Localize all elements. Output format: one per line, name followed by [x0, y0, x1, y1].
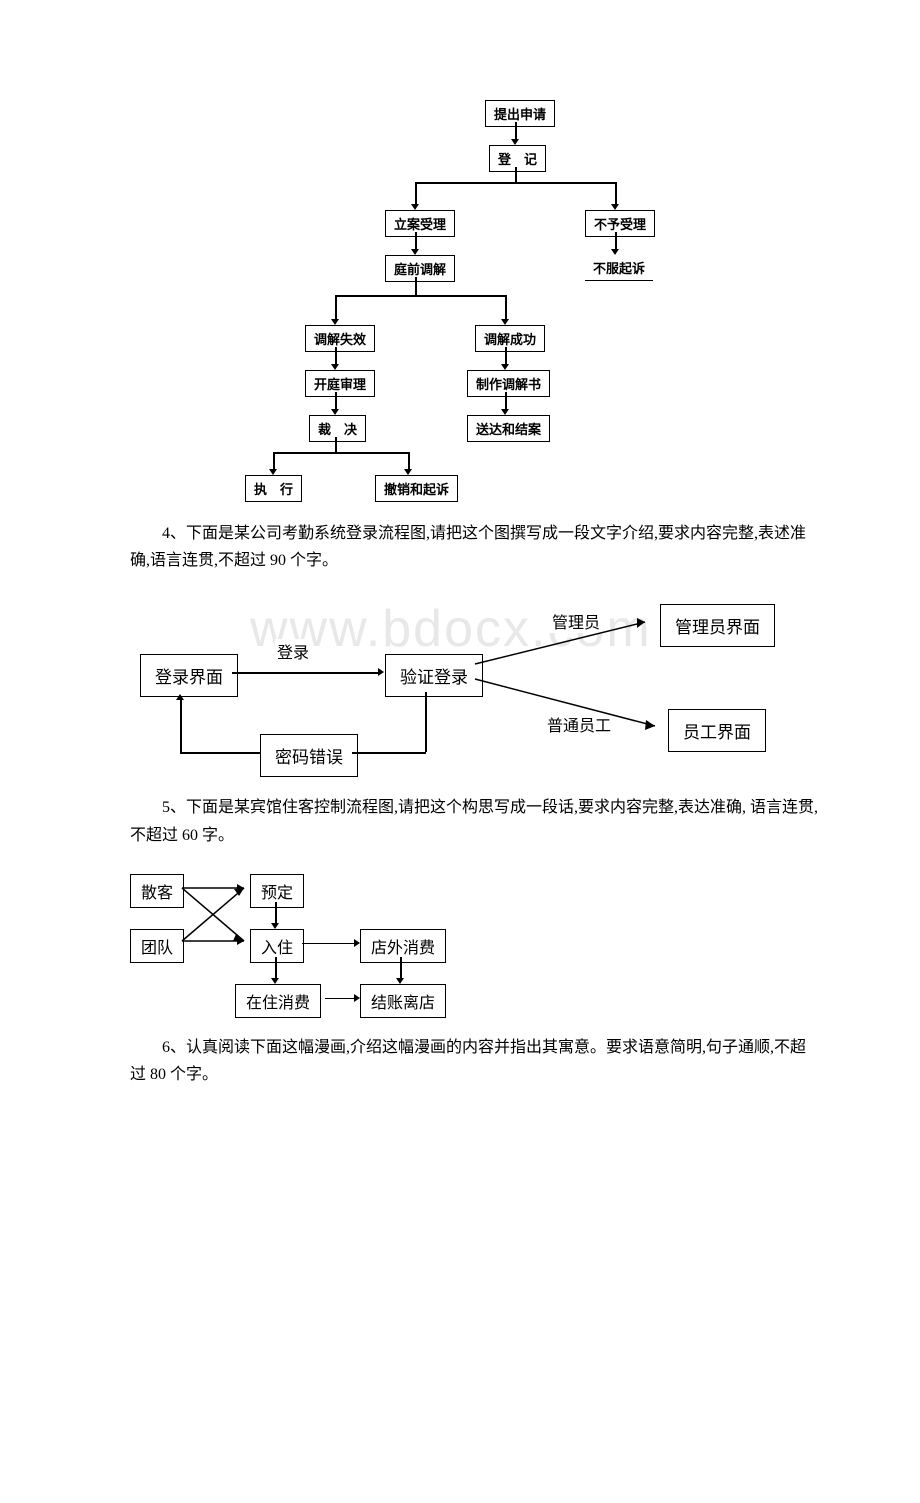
question-6: 6、认真阅读下面这幅漫画,介绍这幅漫画的内容并指出其寓意。要求语意简明,句子通顺…: [130, 1034, 820, 1088]
node-waixiao: 店外消费: [360, 929, 446, 963]
node-verdict: 裁 决: [309, 415, 366, 442]
node-pwd-err: 密码错误: [260, 734, 358, 777]
node-tuandui: 团队: [130, 929, 184, 963]
node-deliver: 送达和结案: [467, 415, 550, 442]
flowchart-lawsuit: 提出申请 登 记 立案受理 不予受理 庭前调解 不服起诉 调解失效 调解成功 开…: [235, 100, 715, 500]
node-sanke: 散客: [130, 874, 184, 908]
node-zaixiao: 在住消费: [235, 984, 321, 1018]
node-accept: 立案受理: [385, 210, 455, 237]
label-login: 登录: [275, 639, 311, 663]
question-5: 5、下面是某宾馆住客控制流程图,请把这个构思写成一段话,要求内容完整,表达准确,…: [130, 794, 820, 848]
node-ruzhu: 入住: [250, 929, 304, 963]
node-pretrial: 庭前调解: [385, 255, 455, 282]
node-success: 调解成功: [475, 325, 545, 352]
node-jiezhang: 结账离店: [360, 984, 446, 1018]
edge-verify-admin: [475, 614, 665, 674]
flowchart-hotel: 散客 预定 团队 入住 店外消费 在住消费 结账离店: [130, 874, 550, 1014]
question-4: 4、下面是某公司考勤系统登录流程图,请把这个图撰写成一段文字介绍,要求内容完整,…: [130, 520, 820, 574]
node-login-ui: 登录界面: [140, 654, 238, 697]
node-docs: 制作调解书: [467, 370, 550, 397]
node-submit: 提出申请: [485, 100, 555, 127]
node-admin-ui: 管理员界面: [660, 604, 775, 647]
node-revoke: 撤销和起诉: [375, 475, 458, 502]
page-body: 提出申请 登 记 立案受理 不予受理 庭前调解 不服起诉 调解失效 调解成功 开…: [0, 0, 920, 1503]
node-reject: 不予受理: [585, 210, 655, 237]
node-register: 登 记: [489, 145, 546, 172]
node-sue: 不服起诉: [585, 255, 653, 281]
node-exec: 执 行: [245, 475, 302, 502]
edges-cross: [182, 886, 257, 946]
flowchart-login: www.bdocx.com 登录界面 验证登录 管理员界面 员工界面 密码错误 …: [140, 604, 780, 774]
node-staff-ui: 员工界面: [668, 709, 766, 752]
node-yuding: 预定: [250, 874, 304, 908]
node-verify: 验证登录: [385, 654, 483, 697]
edge-verify-staff: [475, 674, 675, 734]
node-fail: 调解失效: [305, 325, 375, 352]
node-hearing: 开庭审理: [305, 370, 375, 397]
